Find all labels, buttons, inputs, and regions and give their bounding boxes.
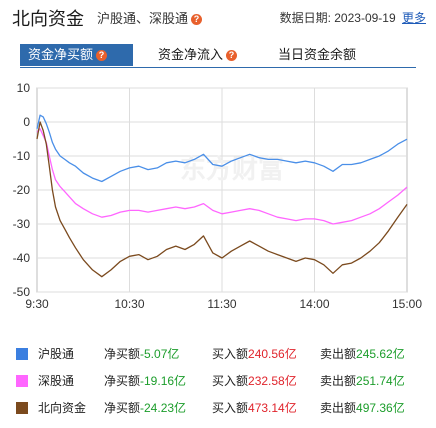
buy-label: 买入额 xyxy=(212,347,249,361)
legend-row-sz: 深股通 净买额-19.16亿 买入额232.58亿 卖出额251.74亿 xyxy=(0,370,436,392)
legend-swatch-sz xyxy=(16,375,28,387)
legend-sell: 卖出额245.62亿 xyxy=(320,343,405,365)
series-line-1 xyxy=(36,128,408,225)
legend-row-north: 北向资金 净买额-24.23亿 买入额473.14亿 卖出额497.36亿 xyxy=(0,397,436,419)
legend-buy: 买入额232.58亿 xyxy=(212,370,297,392)
series-line-0 xyxy=(36,114,408,183)
sell-value: 245.62亿 xyxy=(356,347,405,361)
legend-swatch-sh xyxy=(16,348,28,360)
x-tick-label: 10:30 xyxy=(114,297,144,311)
net-label: 净买额 xyxy=(104,374,141,388)
y-tick-label: 0 xyxy=(23,115,30,129)
legend-name: 北向资金 xyxy=(38,401,87,415)
tab-balance-label: 当日资金余额 xyxy=(278,47,357,62)
x-tick-label: 15:00 xyxy=(392,297,422,311)
legend-name: 沪股通 xyxy=(38,347,75,361)
net-value: -5.07亿 xyxy=(140,347,180,361)
net-label: 净买额 xyxy=(104,401,141,415)
sell-label: 卖出额 xyxy=(320,374,357,388)
tab-bar: 资金净买额? 资金净流入? 当日资金余额 xyxy=(0,44,436,68)
legend-sell: 卖出额497.36亿 xyxy=(320,397,405,419)
help-icon[interactable]: ? xyxy=(191,14,203,25)
line-chart: 10 0 -10 -20 -30 -40 -509:30 10:30 11:30 14:00 15:… xyxy=(13,81,423,311)
series-line-2 xyxy=(36,121,408,278)
legend-buy: 买入额473.14亿 xyxy=(212,397,297,419)
tab-net-buy[interactable]: 资金净买额? xyxy=(20,44,133,66)
legend-net: 净买额-19.16亿 xyxy=(104,370,186,392)
y-tick-label: -10 xyxy=(13,149,31,163)
page-title: 北向资金 xyxy=(12,9,84,29)
y-tick-label: -50 xyxy=(13,285,31,299)
buy-value: 240.56亿 xyxy=(248,347,297,361)
date-label: 数据日期: xyxy=(279,11,331,25)
subtitle-text: 沪股通、深股通 xyxy=(97,11,189,26)
x-tick-label: 11:30 xyxy=(207,297,236,311)
sell-label: 卖出额 xyxy=(320,347,357,361)
buy-value: 232.58亿 xyxy=(248,374,297,388)
y-tick-label: -40 xyxy=(13,251,31,265)
legend-buy: 买入额240.56亿 xyxy=(212,343,297,365)
tab-underline xyxy=(20,67,416,68)
sell-value: 251.74亿 xyxy=(356,374,405,388)
tab-net-inflow-label: 资金净流入 xyxy=(158,47,224,62)
y-tick-label: 10 xyxy=(17,81,31,95)
date-area: 数据日期: 2023-09-19 更多 xyxy=(280,9,426,26)
net-value: -24.23亿 xyxy=(140,401,187,415)
sell-label: 卖出额 xyxy=(320,401,357,415)
legend-net: 净买额-5.07亿 xyxy=(104,343,179,365)
tab-net-inflow[interactable]: 资金净流入? xyxy=(158,44,238,66)
net-value: -19.16亿 xyxy=(140,374,187,388)
x-tick-label: 14:00 xyxy=(299,297,329,311)
legend-sell: 卖出额251.74亿 xyxy=(320,370,405,392)
net-label: 净买额 xyxy=(104,347,141,361)
tab-net-buy-label: 资金净买额 xyxy=(28,47,94,62)
help-icon[interactable]: ? xyxy=(226,50,238,61)
header: 北向资金 沪股通、深股通? 数据日期: 2023-09-19 更多 xyxy=(0,0,436,34)
x-tick-label: 9:30 xyxy=(25,297,49,311)
more-link[interactable]: 更多 xyxy=(401,11,426,25)
tab-balance[interactable]: 当日资金余额 xyxy=(278,44,356,66)
legend-row-sh: 沪股通 净买额-5.07亿 买入额240.56亿 卖出额245.62亿 xyxy=(0,343,436,365)
legend-name: 深股通 xyxy=(38,374,75,388)
y-tick-label: -30 xyxy=(13,217,31,231)
subtitle: 沪股通、深股通? xyxy=(97,8,203,27)
buy-label: 买入额 xyxy=(212,374,249,388)
legend-swatch-north xyxy=(16,402,28,414)
buy-label: 买入额 xyxy=(212,401,249,415)
help-icon[interactable]: ? xyxy=(96,50,108,61)
date-value: 2023-09-19 xyxy=(334,11,396,25)
legend-net: 净买额-24.23亿 xyxy=(104,397,186,419)
y-tick-label: -20 xyxy=(13,183,31,197)
sell-value: 497.36亿 xyxy=(356,401,405,415)
buy-value: 473.14亿 xyxy=(248,401,297,415)
